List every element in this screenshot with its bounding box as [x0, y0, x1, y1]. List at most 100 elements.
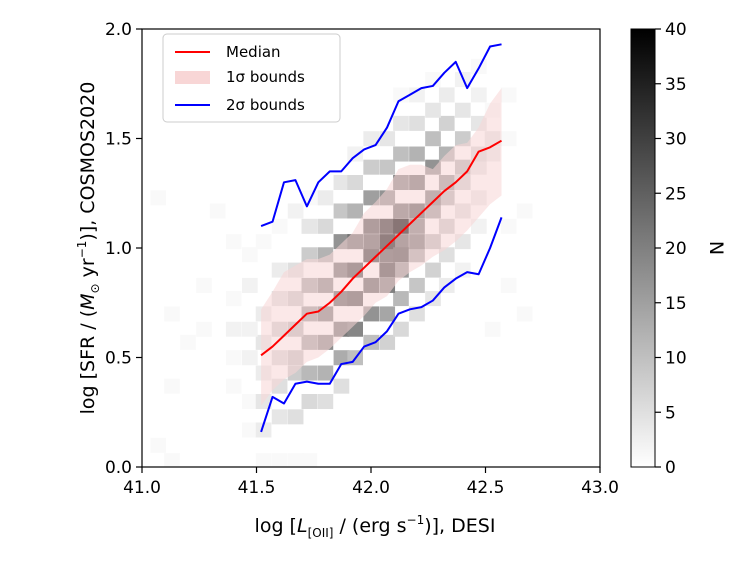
legend-box [162, 33, 341, 123]
heatmap-cell [363, 131, 380, 147]
colorbar-tick-label: 10 [665, 349, 687, 369]
heatmap-cell [196, 277, 212, 293]
heatmap-cell [425, 262, 441, 278]
heatmap-cell [241, 350, 258, 366]
heatmap-cell [393, 115, 409, 131]
legend-label-median: Median [226, 43, 281, 61]
heatmap-cell [164, 453, 180, 467]
heatmap-cell [225, 378, 242, 394]
heatmap-cell [287, 453, 304, 467]
heatmap-cell [301, 453, 318, 467]
heatmap-cell [454, 102, 471, 118]
heatmap-cell [333, 175, 350, 191]
heatmap-cell [287, 409, 304, 425]
y-tick-label: 0.5 [105, 349, 132, 369]
heatmap-cell [333, 203, 350, 219]
x-tick-label: 41.5 [238, 478, 276, 498]
x-axis: 41.0 41.5 42.0 42.5 43.0 [123, 467, 619, 498]
x-tick-label: 42.5 [467, 478, 505, 498]
legend: Median 1σ bounds 2σ bounds [162, 33, 341, 123]
heatmap-cell [225, 234, 242, 250]
x-axis-label: log [L[OII] / (erg s−1)], DESI [255, 513, 496, 540]
x-tick-label: 41.0 [123, 478, 161, 498]
heatmap-cell [393, 146, 409, 162]
heatmap-cell [516, 306, 533, 322]
heatmap-cell [409, 306, 425, 322]
heatmap-cell [409, 87, 425, 103]
heatmap-cell [301, 394, 318, 410]
heatmap-cell [500, 87, 517, 103]
heatmap-cell [287, 203, 304, 219]
series-line-0 [260, 139, 503, 357]
heatmap-cell [333, 378, 350, 394]
heatmap-cell [425, 102, 441, 118]
colorbar-tick-label: 40 [665, 20, 687, 40]
heatmap-cell [255, 453, 272, 467]
heatmap-cell [271, 453, 288, 467]
heatmap-cell [363, 190, 380, 206]
colorbar-tick-label: 20 [665, 239, 687, 259]
heatmap-cell [409, 277, 425, 293]
heatmap-cell [425, 72, 441, 88]
plot-area [141, 28, 601, 468]
heatmap-cell [379, 159, 396, 175]
heatmap-cell [241, 277, 258, 293]
x-tick-label: 43.0 [581, 478, 619, 498]
colorbar-tick-label: 30 [665, 130, 687, 150]
y-tick-label: 0.0 [105, 458, 132, 478]
heatmap-cell [347, 175, 363, 191]
heatmap-cell [271, 218, 288, 234]
legend-swatch-1sigma [175, 71, 210, 84]
heatmap-cell [150, 190, 167, 206]
heatmap-cell [164, 378, 180, 394]
colorbar-tick-label: 25 [665, 184, 687, 204]
heatmap-cell [470, 218, 487, 234]
series-lines [260, 43, 503, 433]
heatmap-cell [150, 437, 167, 453]
heatmap-cell [209, 203, 226, 219]
series-line-1 [260, 216, 503, 433]
heatmap-cell [393, 321, 409, 337]
heatmap-cell [409, 115, 425, 131]
heatmap-cell [379, 334, 396, 350]
heatmap-cell [438, 115, 455, 131]
heatmap-cell [317, 218, 334, 234]
heatmap-cell [180, 334, 196, 350]
heatmap-cell [301, 247, 318, 263]
heatmap-cell [484, 321, 501, 337]
heatmap-cell [301, 218, 318, 234]
heatmap-cell [500, 218, 517, 234]
heatmap-cell [393, 291, 409, 307]
heatmap-cell [500, 277, 517, 293]
y-tick-label: 1.5 [105, 130, 132, 150]
y-tick-label: 1.0 [105, 239, 132, 259]
heatmap-cell [438, 87, 455, 103]
series-line-2 [260, 43, 502, 228]
colorbar-tick-label: 35 [665, 75, 687, 95]
sigma1-band [261, 88, 502, 406]
heatmap-cell [225, 350, 242, 366]
colorbar-tick-label: 5 [665, 403, 676, 423]
heatmap-cell [196, 321, 212, 337]
heatmap-cell [454, 131, 471, 147]
y-tick-label: 2.0 [105, 20, 132, 40]
heatmap-cell [271, 409, 288, 425]
sigma1-band-area [261, 88, 502, 406]
colorbar: 0 5 10 15 20 25 30 35 40 N [630, 20, 727, 478]
heatmap-cell [454, 262, 471, 278]
heatmap-cell [500, 131, 517, 147]
colorbar-ticks: 0 5 10 15 20 25 30 35 40 [655, 20, 687, 478]
heatmap-cell [333, 350, 350, 366]
heatmap-cell [347, 146, 363, 162]
heatmap-cell [317, 365, 334, 381]
heatmap-cell [516, 203, 533, 219]
heatmap-cell [317, 190, 334, 206]
heatmap-cell [347, 203, 363, 219]
heatmap-cell [409, 146, 425, 162]
heatmap-cell [241, 247, 258, 263]
colorbar-gradient [630, 28, 656, 468]
heatmap-cell [255, 234, 272, 250]
colorbar-label: N [705, 241, 727, 255]
heatmap-cell [241, 321, 258, 337]
legend-label-1sigma: 1σ bounds [226, 68, 305, 86]
